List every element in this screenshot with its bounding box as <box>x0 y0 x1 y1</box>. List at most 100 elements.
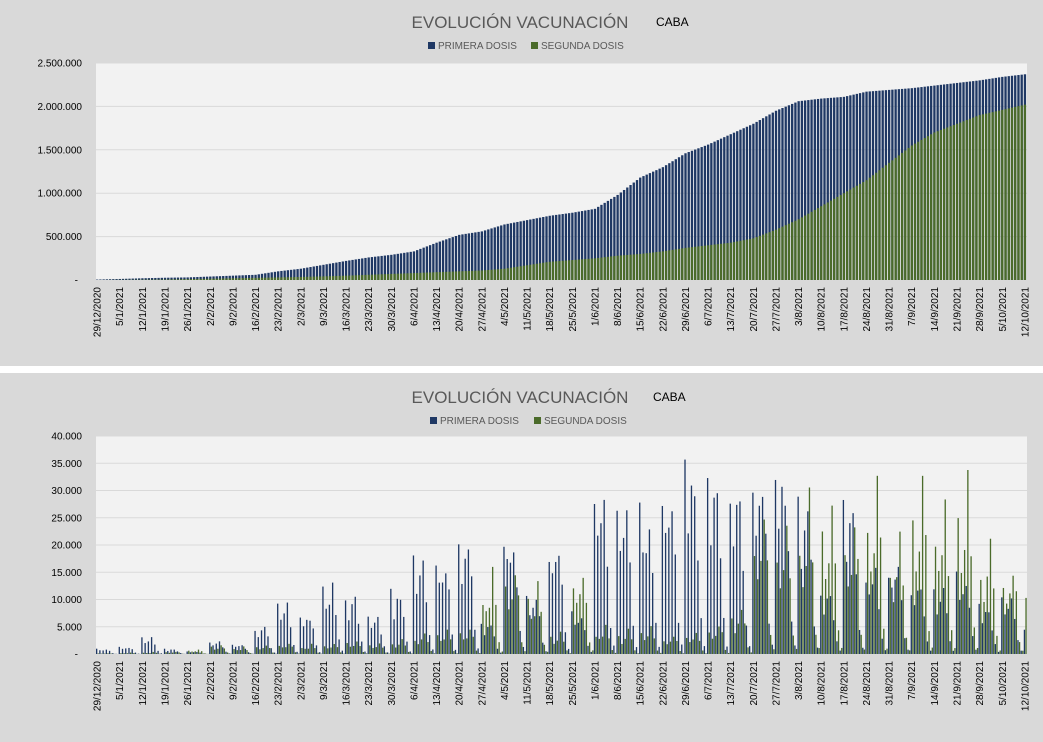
bar-primera-dosis <box>839 97 842 280</box>
bar-segunda-dosis <box>239 650 242 654</box>
bar-primera-dosis <box>736 504 738 654</box>
bar-primera-dosis <box>939 601 942 654</box>
bar-primera-dosis <box>186 277 189 280</box>
bar-primera-dosis <box>597 206 600 280</box>
bar-primera-dosis <box>606 200 610 280</box>
bar-primera-dosis <box>555 214 558 280</box>
bar-segunda-dosis <box>346 643 348 654</box>
bar-segunda-dosis <box>509 267 513 280</box>
bar-primera-dosis <box>474 232 477 280</box>
bar-segunda-dosis <box>228 278 231 280</box>
bar-primera-dosis <box>748 646 751 654</box>
x-tick-label: 29/6/2021 <box>681 287 692 332</box>
bar-primera-dosis <box>606 566 609 654</box>
bar-segunda-dosis <box>931 647 933 654</box>
bar-segunda-dosis <box>210 646 213 654</box>
bar-segunda-dosis <box>600 257 603 280</box>
bar-segunda-dosis <box>702 650 704 654</box>
bar-segunda-dosis <box>959 122 962 281</box>
bar-primera-dosis <box>813 626 815 654</box>
bar-segunda-dosis <box>656 650 659 654</box>
y-tick-label: 1.000.000 <box>38 189 83 200</box>
bar-segunda-dosis <box>779 588 782 654</box>
y-tick-label: 25.000 <box>51 513 82 524</box>
bar-primera-dosis <box>112 653 114 654</box>
bar-segunda-dosis <box>1022 650 1024 654</box>
bar-segunda-dosis <box>860 634 862 654</box>
bar-segunda-dosis <box>133 653 135 654</box>
bar-primera-dosis <box>551 215 555 280</box>
bar-segunda-dosis <box>419 272 422 280</box>
bar-primera-dosis <box>390 588 392 654</box>
bar-primera-dosis <box>852 94 855 281</box>
bar-segunda-dosis <box>571 260 574 280</box>
bar-primera-dosis <box>406 641 408 654</box>
bar-segunda-dosis <box>361 275 364 280</box>
bar-segunda-dosis <box>527 598 529 654</box>
bar-primera-dosis <box>742 128 745 280</box>
bar-primera-dosis <box>467 233 471 280</box>
bar-primera-dosis <box>690 485 693 654</box>
bar-segunda-dosis <box>579 594 581 654</box>
bar-primera-dosis <box>238 275 241 280</box>
bar-primera-dosis <box>344 600 347 654</box>
bar-segunda-dosis <box>603 257 606 280</box>
bar-primera-dosis <box>988 612 990 654</box>
bar-primera-dosis <box>538 616 541 654</box>
bar-primera-dosis <box>862 647 864 654</box>
chart-subtitle: CABA <box>656 15 689 29</box>
bar-primera-dosis <box>535 218 538 280</box>
bar-primera-dosis <box>325 264 328 280</box>
bar-primera-dosis <box>487 627 489 654</box>
bar-primera-dosis <box>1017 640 1019 654</box>
bar-segunda-dosis <box>500 268 503 280</box>
bar-segunda-dosis <box>555 261 558 280</box>
x-tick-label: 23/3/2021 <box>364 287 375 332</box>
x-tick-label: 26/1/2021 <box>183 661 194 706</box>
bar-segunda-dosis <box>723 243 726 280</box>
bar-primera-dosis <box>758 120 762 280</box>
bar-primera-dosis <box>270 648 272 654</box>
bar-primera-dosis <box>845 561 848 654</box>
bar-primera-dosis <box>354 259 357 280</box>
bar-primera-dosis <box>141 637 143 654</box>
x-tick-label: 22/6/2021 <box>658 287 669 332</box>
bar-segunda-dosis <box>1010 107 1014 280</box>
bar-segunda-dosis <box>449 639 452 654</box>
bar-primera-dosis <box>470 576 473 654</box>
bar-segunda-dosis <box>412 273 416 280</box>
bar-segunda-dosis <box>323 646 326 654</box>
bar-segunda-dosis <box>567 260 571 280</box>
bar-primera-dosis <box>648 173 652 280</box>
bar-primera-dosis <box>626 187 629 280</box>
bar-primera-dosis <box>435 565 437 654</box>
bar-primera-dosis <box>322 586 324 654</box>
x-tick-label: 29/6/2021 <box>681 661 692 706</box>
bar-segunda-dosis <box>445 271 448 280</box>
x-tick-label: 21/9/2021 <box>953 287 964 332</box>
bar-primera-dosis <box>189 277 193 280</box>
x-tick-label: 12/10/2021 <box>1020 287 1031 337</box>
bar-primera-dosis <box>435 242 438 280</box>
bar-segunda-dosis <box>335 275 338 280</box>
bar-primera-dosis <box>108 279 112 280</box>
bar-primera-dosis <box>571 212 574 280</box>
bar-primera-dosis <box>561 214 564 280</box>
bar-primera-dosis <box>942 588 945 654</box>
bar-primera-dosis <box>338 262 341 280</box>
bar-primera-dosis <box>684 459 686 654</box>
bar-primera-dosis <box>761 496 764 654</box>
bar-segunda-dosis <box>123 653 125 654</box>
bar-segunda-dosis <box>546 651 549 654</box>
bar-segunda-dosis <box>288 643 290 654</box>
bar-primera-dosis <box>642 552 644 654</box>
bar-segunda-dosis <box>655 252 658 280</box>
bar-segunda-dosis <box>794 220 797 280</box>
bar-primera-dosis <box>293 644 295 654</box>
bar-segunda-dosis <box>802 587 804 654</box>
bar-primera-dosis <box>671 511 673 654</box>
x-tick-label: 30/3/2021 <box>387 661 398 706</box>
bar-segunda-dosis <box>989 538 992 654</box>
bar-segunda-dosis <box>960 573 963 654</box>
bar-segunda-dosis <box>385 652 387 654</box>
